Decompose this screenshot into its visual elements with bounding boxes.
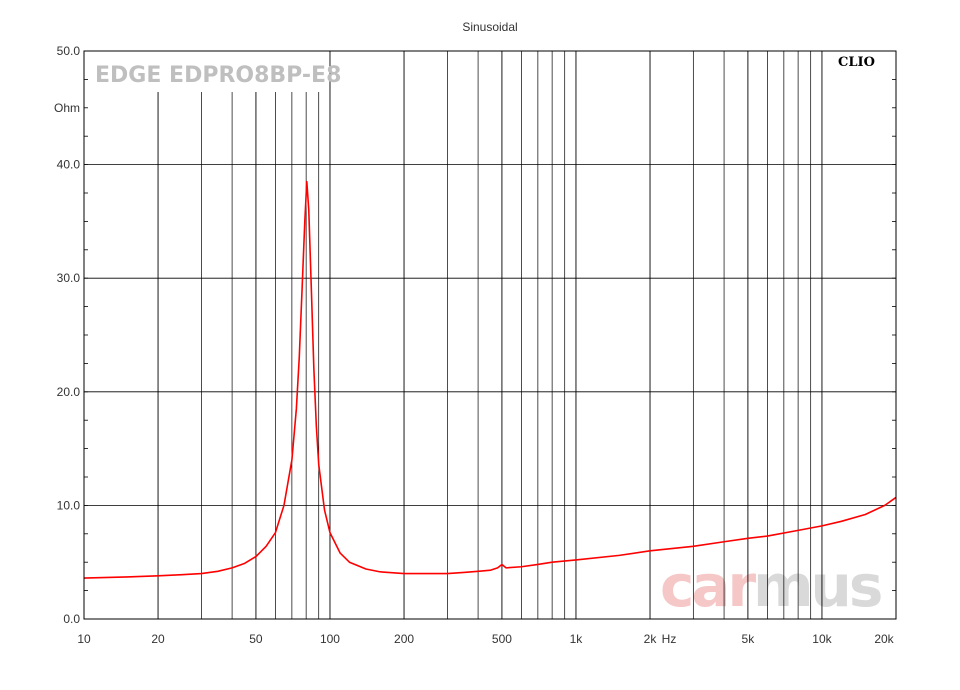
x-tick-label: 500 (492, 632, 512, 646)
series-group (83, 180, 897, 579)
chart-title: Sinusoidal (462, 20, 517, 34)
x-unit-label: Hz (662, 632, 677, 646)
y-unit-label: Ohm (54, 101, 80, 115)
x-tick-label: 50 (249, 632, 263, 646)
x-tick-labels: 10 20 50 100 200 500 1k 2k 5k 10k 20k (77, 632, 894, 646)
grid-lines (84, 50, 896, 620)
x-tick-label: 20 (151, 632, 165, 646)
watermark-logo: carmus (660, 552, 881, 620)
plot-frame (83, 50, 897, 620)
y-tick-label: 40.0 (57, 158, 81, 172)
y-tick-label: 10.0 (57, 498, 81, 512)
y-tick-label: 30.0 (57, 271, 81, 285)
axis-minor-ticks (84, 50, 896, 620)
x-tick-label: 5k (742, 632, 756, 646)
x-tick-label: 200 (394, 632, 414, 646)
impedance-series-line (83, 180, 897, 579)
y-tick-label: 20.0 (57, 385, 81, 399)
watermark-part-2: mus (753, 552, 881, 620)
carmus-watermark: carmus (660, 552, 884, 620)
watermark-part-1: car (660, 552, 757, 620)
x-tick-label: 10 (77, 632, 91, 646)
y-tick-label: 50.0 (57, 44, 81, 58)
x-tick-label: 10k (812, 632, 832, 646)
x-tick-label: 2k (644, 632, 658, 646)
y-tick-label: 0.0 (63, 612, 80, 626)
y-tick-labels: 0.0 10.0 20.0 30.0 40.0 50.0 (57, 44, 81, 626)
x-tick-label: 100 (320, 632, 340, 646)
clio-logo: CLIO (838, 55, 875, 70)
model-label: EDGE EDPRO8BP-E8 (95, 63, 341, 88)
x-tick-label: 20k (874, 632, 894, 646)
x-tick-label: 1k (570, 632, 584, 646)
